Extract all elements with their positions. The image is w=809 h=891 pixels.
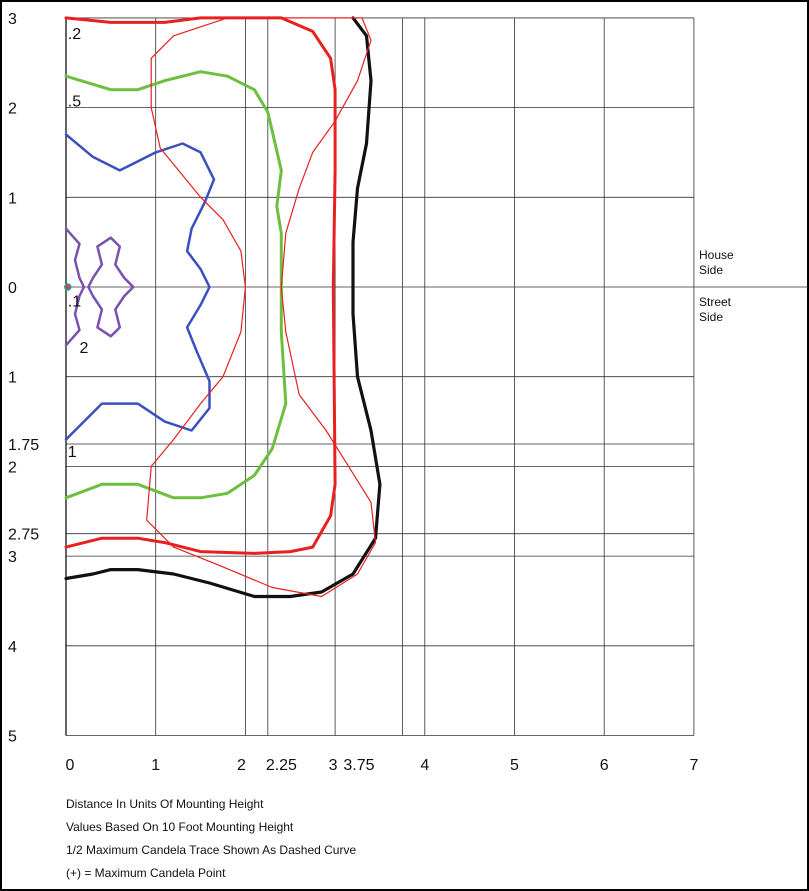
y-tick-label-3: 0	[8, 280, 17, 297]
curve-labels: .2 .5 1 2 .1	[68, 26, 89, 461]
x-tick-label-4: 3	[329, 757, 338, 774]
street-side-label-2: Side	[699, 310, 723, 324]
y-tick-label-0: 3	[8, 11, 17, 28]
x-tick-label-6: 4	[420, 757, 429, 774]
y-tick-label-6: 2	[8, 459, 17, 476]
iso-curves	[64, 16, 382, 599]
y-tick-label-2: 1	[8, 190, 17, 207]
y-tick-labels: 3 2 1 0 1 1.75 2 2.75 3 4 5	[8, 11, 39, 746]
x-tick-label-0: 0	[66, 757, 75, 774]
x-tick-label-2: 2	[237, 757, 246, 774]
curve-3	[64, 227, 86, 347]
curve-6	[146, 17, 377, 598]
street-side-label-1: Street	[699, 295, 732, 309]
y-tick-label-10: 5	[8, 729, 17, 746]
note-distance: Distance In Units Of Mounting Height	[66, 797, 264, 811]
x-tick-label-7: 5	[510, 757, 519, 774]
note-max-point: (+) = Maximum Candela Point	[66, 866, 226, 880]
curve-label-1: .5	[68, 93, 81, 110]
x-tick-label-8: 6	[600, 757, 609, 774]
grid	[65, 17, 808, 736]
y-tick-label-4: 1	[8, 370, 17, 387]
curve-2	[64, 133, 216, 441]
curve-0	[64, 16, 337, 555]
curve-label-2: 1	[68, 444, 77, 461]
house-side-label-1: House	[699, 248, 734, 262]
x-tick-label-5: 3.75	[343, 757, 374, 774]
x-tick-label-9: 7	[689, 757, 698, 774]
y-tick-label-8: 3	[8, 549, 17, 566]
max-candela-point	[64, 283, 72, 291]
max-candela-marker	[64, 283, 72, 291]
curve-1	[64, 70, 288, 500]
note-half-max: 1/2 Maximum Candela Trace Shown As Dashe…	[66, 843, 356, 857]
x-tick-label-3: 2.25	[266, 757, 297, 774]
house-side-label-2: Side	[699, 263, 723, 277]
curve-4	[87, 236, 135, 338]
y-tick-label-9: 4	[8, 639, 17, 656]
y-tick-label-1: 2	[8, 101, 17, 118]
x-tick-labels: 0 1 2 2.25 3 3.75 4 5 6 7	[66, 757, 699, 774]
curve-label-5: .1	[68, 293, 81, 310]
note-mounting: Values Based On 10 Foot Mounting Height	[66, 820, 294, 834]
curve-label-0: .2	[68, 26, 81, 43]
x-tick-label-1: 1	[151, 757, 160, 774]
curve-label-3: 2	[79, 340, 88, 357]
y-tick-label-7: 2.75	[8, 527, 39, 544]
y-tick-label-5: 1.75	[8, 437, 39, 454]
